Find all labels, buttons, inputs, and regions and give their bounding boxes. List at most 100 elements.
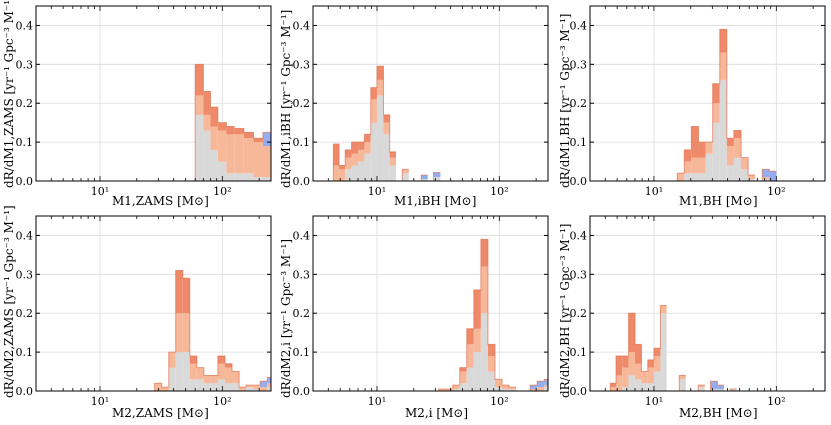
bar-segment-gray (480, 313, 488, 391)
bar-segment-gray (210, 149, 218, 181)
bar-segment-orange-light (364, 142, 371, 154)
bar-segment-orange-light (616, 375, 623, 391)
bar-segment-gray (748, 179, 756, 181)
bar-segment-orange-light (154, 383, 162, 391)
bar-segment-orange-dark (226, 126, 235, 135)
y-tick-label: 0.4 (293, 19, 311, 32)
bar-segment-gray (203, 130, 211, 181)
bar-segment-orange-light (641, 371, 648, 384)
histogram-svg: 0.0 0.1 0.2 0.3 0.4 10¹ 10² (16, 5, 272, 198)
bar-segment-orange-light (691, 157, 699, 174)
bar-segment-blue (710, 381, 718, 390)
bar-segment-orange-light (182, 313, 190, 353)
bar-segment-orange-light (733, 138, 742, 158)
bar-segment-gray (210, 383, 218, 391)
bar-segment-orange-dark (647, 359, 654, 368)
x-tick-label: 10² (767, 395, 785, 408)
bar-segment-blue (262, 132, 271, 146)
axes-frame (35, 215, 272, 392)
bar-segment-orange-dark (628, 313, 636, 353)
x-axis-label: M1,BH [M⊙] (679, 194, 758, 208)
bar-segment-orange-dark (622, 356, 629, 368)
bar-segment-blue (544, 379, 548, 386)
x-axis-label: M2,BH [M⊙] (679, 406, 758, 420)
axes-frame (312, 215, 549, 392)
y-tick-label: 0.3 (570, 268, 588, 281)
histogram-outline (154, 269, 271, 391)
bar-segment-gray (253, 389, 261, 391)
bar-segment-orange-dark (225, 363, 233, 368)
y-tick-label: 0.2 (16, 307, 34, 320)
bar-segment-orange-light (195, 95, 204, 115)
bar-segment-orange-dark (345, 149, 352, 158)
bar-segment-orange-light (719, 52, 727, 80)
bar-segment-orange-light (679, 375, 686, 380)
histogram-outline (438, 238, 548, 391)
y-tick-label: 0.4 (293, 229, 311, 242)
bar-segment-orange-light (622, 367, 629, 388)
histogram-svg: 0.0 0.1 0.2 0.3 0.4 10¹ 10² (293, 215, 549, 408)
bar-segment-gray (733, 157, 742, 181)
bar-segment-orange-light (748, 175, 756, 180)
y-axis-label: dR/dM1,iBH [yr⁻¹ Gpc⁻³ M⁻¹] (279, 9, 293, 188)
bar-segment-gray (402, 173, 409, 181)
bar-segment-gray (459, 383, 467, 391)
bar-segment-blue (717, 385, 724, 390)
y-tick-label: 0.4 (570, 229, 588, 242)
bar-segment-gray (726, 165, 734, 181)
bar-segment-gray (433, 177, 441, 181)
bar-segment-gray (225, 383, 233, 391)
bar-segment-orange-dark (487, 344, 495, 356)
bar-segment-orange-light (217, 130, 227, 162)
y-tick-label: 0.3 (570, 58, 588, 71)
bar-segment-orange-light (741, 157, 749, 170)
bar-segment-orange-light (653, 356, 661, 372)
bar-segment-orange-light (480, 266, 488, 314)
bar-segment-orange-light (339, 169, 346, 181)
y-tick-label: 0.3 (293, 268, 311, 281)
bar-segment-blue (537, 381, 545, 388)
bar-segment-gray (195, 114, 204, 181)
bar-segment-gray (741, 169, 749, 181)
bar-segment-gray (358, 161, 365, 181)
bar-segment-orange-light (267, 383, 271, 388)
bar-segment-orange-light (698, 385, 705, 388)
bar-segment-orange-light (452, 385, 460, 390)
y-tick-label: 0.4 (16, 19, 34, 32)
bar-segment-orange-dark (473, 289, 481, 329)
y-tick-label: 0.3 (16, 58, 34, 71)
bar-segment-orange-light (459, 371, 467, 384)
bar-segment-gray (345, 169, 352, 181)
bar-segment-gray (494, 387, 503, 391)
bar-segment-orange-dark (726, 138, 734, 146)
bar-segment-orange-dark (370, 87, 377, 100)
bar-segment-blue (267, 377, 271, 384)
bar-segment-gray (719, 79, 727, 181)
bar-segment-gray (762, 179, 770, 181)
bar-segment-orange-light (383, 122, 390, 135)
panel-m2-zams: 0.0 0.1 0.2 0.3 0.4 10¹ 10² dR/dM2,ZAMS [yr⁻¹ … (0, 205, 277, 425)
histogram-outline (194, 63, 271, 181)
bar-segment-gray (262, 177, 271, 181)
y-tick-label: 0.2 (570, 97, 588, 110)
y-tick-label: 0.0 (293, 385, 311, 398)
bar-segment-orange-dark (719, 29, 727, 53)
bar-segment-gray (622, 387, 629, 391)
bar-segment-orange-dark (339, 165, 346, 170)
histogram-outline (609, 304, 737, 391)
bar-segment-orange-dark (217, 122, 227, 131)
bar-segment-orange-dark (234, 128, 244, 135)
bar-segment-orange-dark (189, 356, 197, 364)
y-tick-label: 0.2 (293, 97, 311, 110)
histogram-svg: 0.0 0.1 0.2 0.3 0.4 10¹ 10² (570, 215, 826, 408)
bar-segment-gray (660, 313, 667, 391)
bar-segment-orange-light (370, 99, 377, 123)
bar-segment-gray (679, 379, 686, 391)
bar-segment-gray (217, 379, 226, 391)
bar-segment-orange-dark (480, 239, 488, 267)
bar-segment-gray (628, 375, 636, 391)
bar-segment-blue (769, 171, 777, 181)
bar-segment-orange-dark (383, 114, 390, 123)
y-axis-label: dR/dM2,BH [yr⁻¹ Gpc⁻³ M⁻¹] (558, 223, 572, 399)
x-tick-label: 10¹ (91, 185, 109, 198)
